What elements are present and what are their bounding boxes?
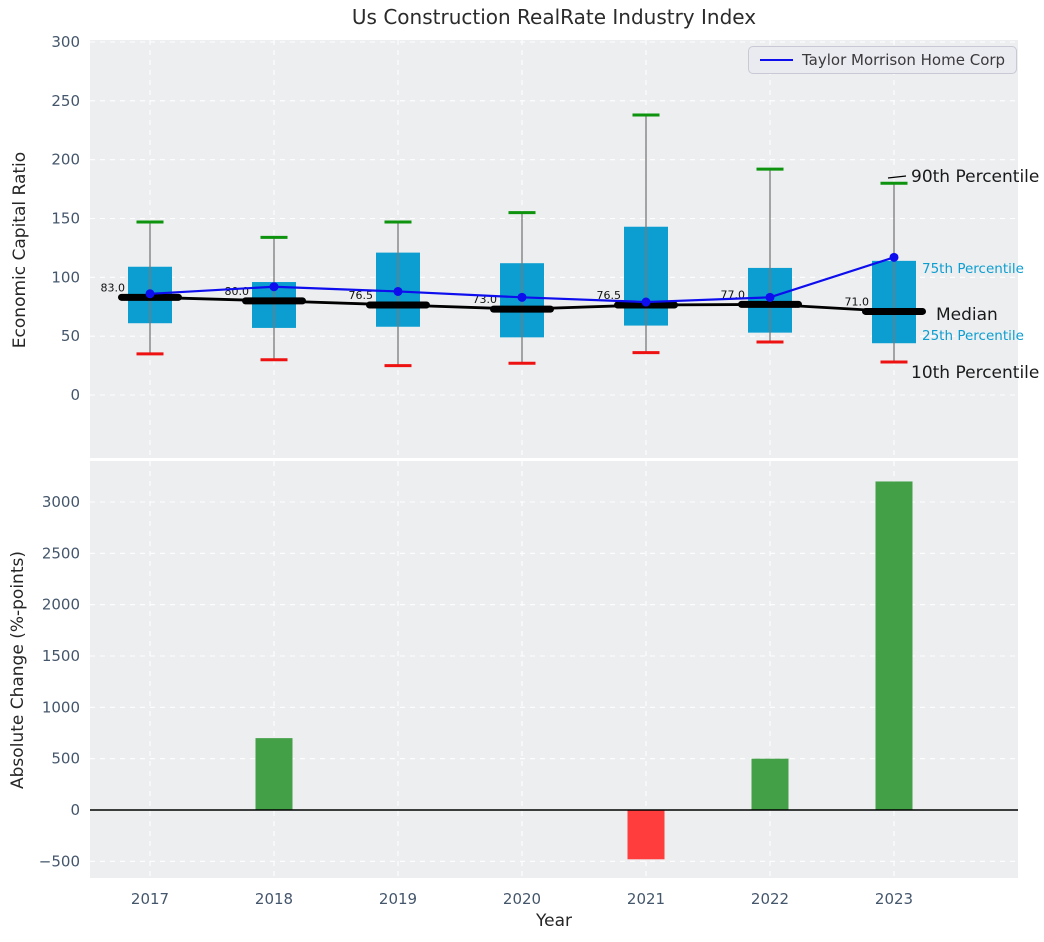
bottom-plot-background [90,461,1018,878]
median-value-label-2019: 76.5 [349,289,374,302]
y-axis-label-bottom: Absolute Change (%-points) [8,551,28,789]
bottom-ytick-3000: 3000 [42,493,80,511]
top-ytick-300: 300 [51,33,80,51]
median-value-label-2023: 71.0 [845,295,870,308]
xtick-2022: 2022 [751,890,789,908]
bottom-ytick--500: −500 [39,852,80,870]
top-ytick-100: 100 [51,268,80,286]
annotation-25th-percentile: 25th Percentile [922,328,1024,344]
top-ytick-50: 50 [61,327,80,345]
bottom-ytick-1500: 1500 [42,647,80,665]
xtick-2017: 2017 [131,890,169,908]
annotation-90th-percentile: 90th Percentile [911,167,1039,187]
legend-label: Taylor Morrison Home Corp [802,51,1006,69]
annotation-median: Median [936,305,998,325]
chart-title: Us Construction RealRate Industry Index [351,5,757,29]
median-value-label-2018: 80.0 [225,285,250,298]
company-marker-2019 [393,286,403,296]
company-marker-2017 [145,289,155,299]
xtick-2023: 2023 [875,890,913,908]
top-plot-background [90,40,1018,458]
x-axis-label: Year [536,911,572,931]
annotation-10th-percentile: 10th Percentile [911,363,1039,383]
top-ytick-200: 200 [51,151,80,169]
company-marker-2022 [765,292,775,302]
xtick-2019: 2019 [379,890,417,908]
bar-2018 [255,738,293,810]
company-marker-2023 [889,252,899,262]
bar-2022 [751,758,789,810]
company-marker-2021 [641,297,651,307]
bar-2021 [627,810,665,860]
legend-line-swatch-icon [760,59,793,61]
bottom-ytick-2000: 2000 [42,596,80,614]
bottom-ytick-0: 0 [70,801,80,819]
top-ytick-0: 0 [70,386,80,404]
company-marker-2020 [517,292,527,302]
bottom-ytick-1000: 1000 [42,698,80,716]
bar-2023 [875,481,913,810]
xtick-2018: 2018 [255,890,293,908]
y-axis-label-top: Economic Capital Ratio [10,151,30,349]
bottom-ytick-500: 500 [51,750,80,768]
median-value-label-2021: 76.5 [597,289,622,302]
bottom-ytick-2500: 2500 [42,544,80,562]
company-marker-2018 [269,282,279,292]
top-ytick-150: 150 [51,209,80,227]
top-ytick-250: 250 [51,92,80,110]
annotation-75th-percentile: 75th Percentile [922,261,1024,277]
legend: Taylor Morrison Home Corp [748,46,1018,74]
annotation-leader-90th [887,175,907,179]
median-value-label-2017: 83.0 [101,281,126,294]
xtick-2020: 2020 [503,890,541,908]
xtick-2021: 2021 [627,890,665,908]
